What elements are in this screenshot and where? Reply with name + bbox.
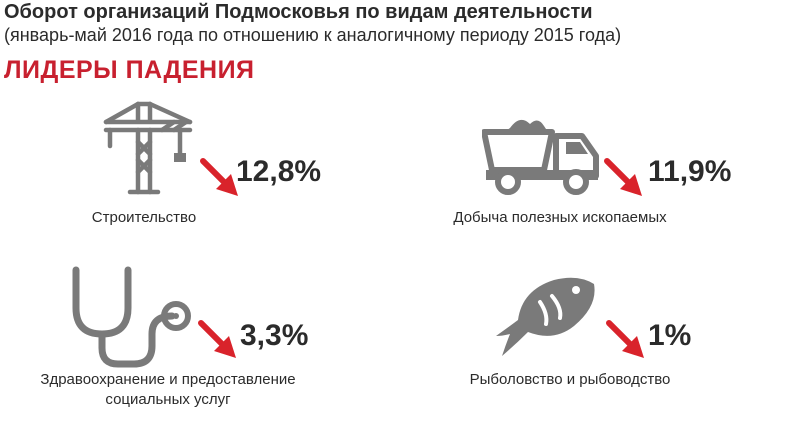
value-healthcare: 3,3% (240, 319, 309, 352)
value-mining: 11,9% (648, 155, 732, 188)
down-arrow-icon (200, 158, 238, 196)
crane-icon (103, 101, 193, 195)
page-subtitle: (январь-май 2016 года по отношению к ана… (4, 25, 622, 45)
down-arrow-icon (606, 320, 644, 358)
label-fishing: Рыболовство и рыбоводство (469, 371, 671, 388)
fish-icon (496, 277, 595, 356)
down-arrow-icon (198, 320, 236, 358)
label-construction: Строительство (91, 209, 197, 226)
value-construction: 12,8% (236, 155, 322, 188)
value-fishing: 1% (648, 319, 692, 352)
dump-truck-icon (482, 119, 599, 195)
stethoscope-icon (72, 266, 191, 368)
down-arrow-icon (604, 158, 642, 196)
page-title: Оборот организаций Подмосковья по видам … (4, 1, 593, 23)
section-heading: ЛИДЕРЫ ПАДЕНИЯ (4, 56, 255, 84)
label-healthcare-line-1: Здравоохранение и предоставление (40, 371, 296, 388)
label-healthcare-line-2: социальных услуг (105, 391, 231, 408)
label-healthcare: Здравоохранение и предоставление социаль… (18, 370, 318, 410)
label-mining: Добыча полезных ископаемых (453, 209, 667, 226)
